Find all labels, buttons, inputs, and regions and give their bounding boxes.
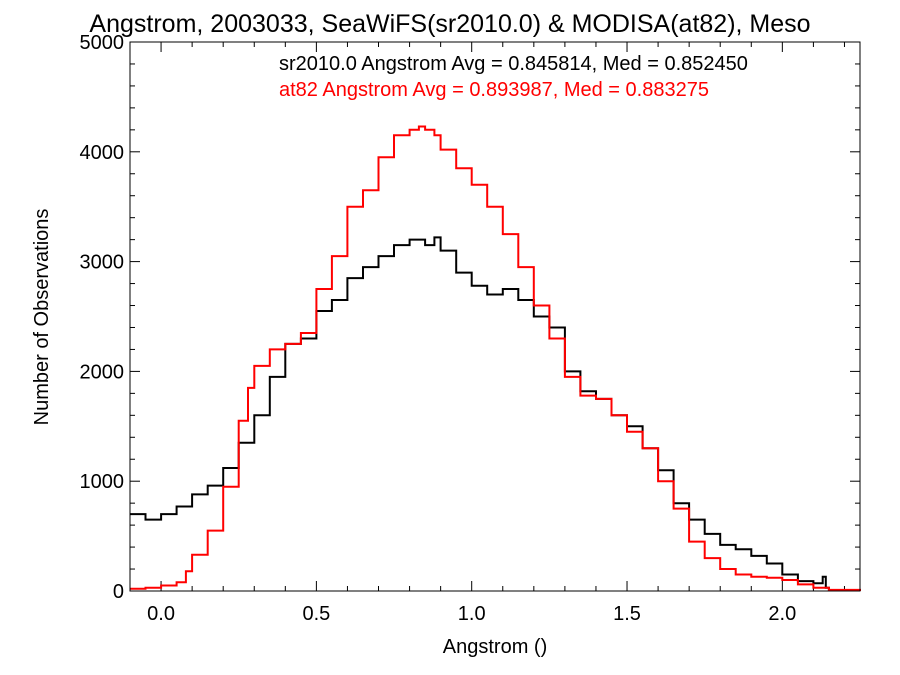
y-tick-label: 4000 [80,142,125,164]
y-axis-label: Number of Observations [31,209,53,426]
y-tick-label: 3000 [80,252,125,274]
chart-title: Angstrom, 2003033, SeaWiFS(sr2010.0) & M… [89,10,810,38]
y-tick-label: 5000 [80,32,125,54]
plot-area-frame [129,41,861,592]
x-axis-ticks: 0.0 0.5 1.0 1.5 2.0 [129,42,845,625]
x-tick-label: 1.5 [613,603,641,625]
x-tick-label: 1.0 [458,603,486,625]
x-tick-label: 2.0 [768,603,796,625]
y-axis-ticks: 0 1000 2000 3000 4000 5000 [80,32,860,603]
x-tick-label: 0.0 [147,603,175,625]
y-tick-label: 1000 [80,471,125,493]
y-tick-label: 0 [113,581,124,603]
histogram-series [130,125,861,592]
stats-annotation: at82 Angstrom Avg = 0.893987, Med = 0.88… [279,79,709,101]
histogram-series-red [130,125,861,591]
histogram-series-black [130,236,861,592]
y-tick-label: 2000 [80,361,125,383]
x-axis-label: Angstrom () [443,636,547,658]
statistics-annotations: sr2010.0 Angstrom Avg = 0.845814, Med = … [279,53,748,101]
stats-annotation: sr2010.0 Angstrom Avg = 0.845814, Med = … [279,53,748,75]
x-tick-label: 0.5 [302,603,330,625]
